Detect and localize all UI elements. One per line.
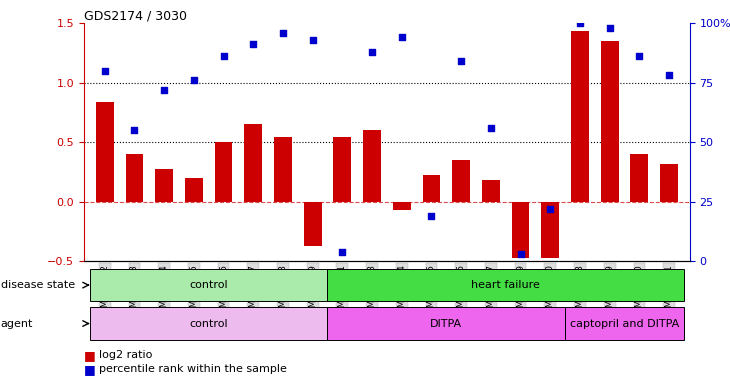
Bar [126, 154, 143, 202]
Point [277, 30, 289, 36]
Bar [185, 178, 203, 202]
Point [99, 68, 110, 74]
Text: captopril and DITPA: captopril and DITPA [570, 318, 679, 329]
Bar [423, 175, 440, 202]
Point [634, 53, 645, 60]
Text: control: control [189, 280, 228, 290]
Bar [245, 124, 262, 202]
Text: ■: ■ [84, 363, 96, 376]
Bar [328, 269, 684, 301]
Bar [393, 202, 411, 210]
Bar [155, 169, 173, 202]
Point [188, 77, 200, 83]
Point [366, 48, 378, 55]
Text: ■: ■ [84, 349, 96, 362]
Bar [453, 160, 470, 202]
Bar [363, 130, 381, 202]
Text: heart failure: heart failure [472, 280, 540, 290]
Bar [542, 202, 559, 258]
Bar [571, 31, 589, 202]
Point [485, 125, 496, 131]
Bar [215, 142, 232, 202]
Point [574, 20, 585, 26]
Text: agent: agent [1, 319, 33, 329]
Bar [96, 102, 114, 202]
Text: DITPA: DITPA [430, 318, 462, 329]
Point [307, 36, 318, 43]
Point [396, 34, 407, 40]
Text: GDS2174 / 3030: GDS2174 / 3030 [84, 10, 187, 23]
Bar [328, 307, 565, 340]
Bar [565, 307, 684, 340]
Text: disease state: disease state [1, 280, 75, 290]
Point [545, 206, 556, 212]
Bar [334, 137, 351, 202]
Point [426, 213, 437, 219]
Text: control: control [189, 318, 228, 329]
Point [515, 251, 526, 257]
Bar [90, 307, 328, 340]
Bar [660, 164, 678, 202]
Point [337, 248, 348, 255]
Point [604, 25, 615, 31]
Bar [482, 180, 500, 202]
Text: percentile rank within the sample: percentile rank within the sample [99, 364, 286, 374]
Point [218, 53, 229, 60]
Bar [631, 154, 648, 202]
Point [128, 127, 140, 133]
Point [664, 72, 675, 78]
Bar [274, 137, 292, 202]
Bar [304, 202, 321, 246]
Point [247, 41, 259, 48]
Bar [90, 269, 328, 301]
Bar [512, 202, 529, 258]
Text: log2 ratio: log2 ratio [99, 350, 152, 360]
Point [158, 87, 170, 93]
Bar [601, 41, 618, 202]
Point [456, 58, 467, 64]
